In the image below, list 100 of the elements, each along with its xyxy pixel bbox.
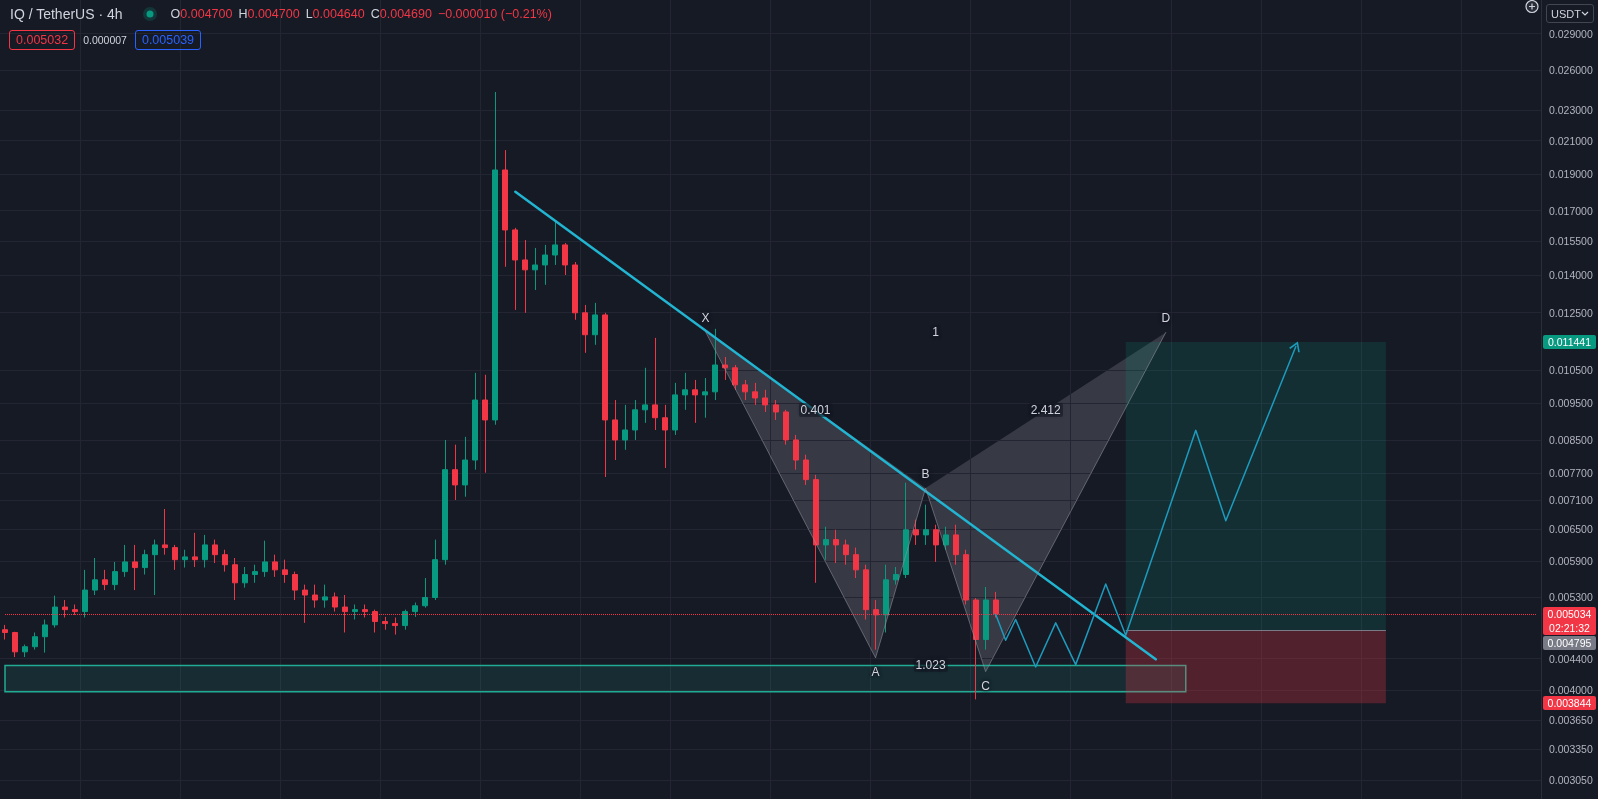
candlestick <box>22 644 28 658</box>
candlestick <box>452 444 458 501</box>
annotation: 1.023 <box>913 657 948 672</box>
candlestick <box>202 534 208 569</box>
candlestick <box>492 91 498 426</box>
candlestick <box>582 304 588 354</box>
candlestick <box>442 439 448 566</box>
candlestick <box>742 379 748 401</box>
y-tick-label: 0.003350 <box>1549 742 1593 755</box>
annotation: C <box>981 678 990 693</box>
candlestick <box>212 539 218 564</box>
candlestick <box>803 454 809 486</box>
y-tick-label: 0.012500 <box>1549 306 1593 319</box>
candlestick <box>712 328 718 401</box>
candlestick <box>983 586 989 651</box>
y-tick-label: 0.021000 <box>1549 134 1593 147</box>
y-tick-label: 0.023000 <box>1549 104 1593 117</box>
candlestick <box>142 549 148 576</box>
candlestick <box>682 372 688 411</box>
text: 0.004795 <box>1543 635 1596 650</box>
candlestick <box>953 524 959 566</box>
candlestick <box>893 566 899 586</box>
y-tick-label: 0.017000 <box>1549 204 1593 217</box>
y-tick-label: 0.008500 <box>1549 434 1593 447</box>
candlestick <box>282 559 288 584</box>
y-axis-title: USDT <box>1551 7 1581 20</box>
candlestick <box>512 227 518 311</box>
annotation: 0.401 <box>798 402 833 417</box>
candlestick <box>12 631 18 658</box>
y-tick-label: 0.005900 <box>1549 555 1593 568</box>
candlestick <box>532 247 538 291</box>
candlestick <box>102 569 108 591</box>
annotation: L0.004640 <box>305 7 365 21</box>
candlestick <box>732 364 738 391</box>
candlestick <box>542 244 548 286</box>
annotation: H0.004700 <box>238 7 300 21</box>
y-tick-label: 0.004000 <box>1549 684 1593 697</box>
candlestick <box>722 356 728 381</box>
text: 0.011441 <box>1543 334 1596 349</box>
ref-line-label: 0.005034 <box>1546 606 1593 621</box>
y-tick-label: 0.006500 <box>1549 523 1593 536</box>
candlestick <box>813 474 819 584</box>
candlestick <box>773 399 779 421</box>
y-tick-label: 0.029000 <box>1549 27 1593 40</box>
y-tick-label: 0.015500 <box>1549 235 1593 248</box>
candlestick <box>272 554 278 578</box>
candlestick <box>642 367 648 424</box>
candlestick <box>112 561 118 591</box>
candlestick <box>232 557 238 601</box>
candlestick <box>632 399 638 441</box>
candlestick <box>752 382 758 406</box>
candlestick <box>943 526 949 551</box>
annotation: −0.000010 (−0.21%) <box>437 7 552 21</box>
candlestick <box>552 221 558 266</box>
candlestick <box>833 529 839 564</box>
candlestick <box>853 547 859 579</box>
text: 02:21:32 <box>1548 620 1591 635</box>
candlestick <box>412 602 418 618</box>
y-tick-label: 0.005300 <box>1549 590 1593 603</box>
y-tick-label: 0.007100 <box>1549 493 1593 506</box>
candlestick <box>702 377 708 419</box>
annotation: B <box>921 467 930 482</box>
candlestick <box>482 374 488 474</box>
text: 0.003844 <box>1543 696 1596 711</box>
candlestick <box>462 436 468 498</box>
candlestick <box>402 609 408 631</box>
candlestick <box>522 239 528 314</box>
candlestick <box>592 302 598 346</box>
candlestick <box>132 544 138 591</box>
y-tick-label: 0.009500 <box>1549 397 1593 410</box>
candlestick <box>762 389 768 413</box>
candlestick <box>32 631 38 651</box>
annotation: C0.004690 <box>370 7 432 21</box>
annotation: D <box>1161 311 1171 326</box>
candlestick <box>793 434 799 471</box>
candlestick <box>52 595 58 629</box>
candlestick <box>252 564 258 584</box>
annotation: O0.004700 <box>170 7 233 21</box>
candlestick <box>262 540 268 578</box>
candlestick <box>42 619 48 654</box>
y-tick-label: 0.026000 <box>1549 63 1593 76</box>
candlestick <box>923 504 929 546</box>
candlestick <box>612 399 618 461</box>
candlestick <box>963 549 969 605</box>
candlestick <box>242 566 248 589</box>
candlestick <box>622 404 628 451</box>
candlestick <box>92 557 98 596</box>
candlestick <box>913 519 919 546</box>
candlestick <box>562 242 568 276</box>
y-tick-label: 0.007700 <box>1549 467 1593 480</box>
candlestick <box>82 569 88 619</box>
candlestick <box>692 379 698 424</box>
candlestick <box>222 549 228 573</box>
annotation: 0.000007 <box>83 33 127 46</box>
y-tick-label: 0.003650 <box>1549 714 1593 727</box>
y-tick-label: 0.019000 <box>1549 167 1593 180</box>
candlestick <box>672 382 678 436</box>
annotation: 0.005032 <box>9 29 76 50</box>
y-tick-label: 0.014000 <box>1549 268 1593 281</box>
candlestick <box>472 372 478 471</box>
